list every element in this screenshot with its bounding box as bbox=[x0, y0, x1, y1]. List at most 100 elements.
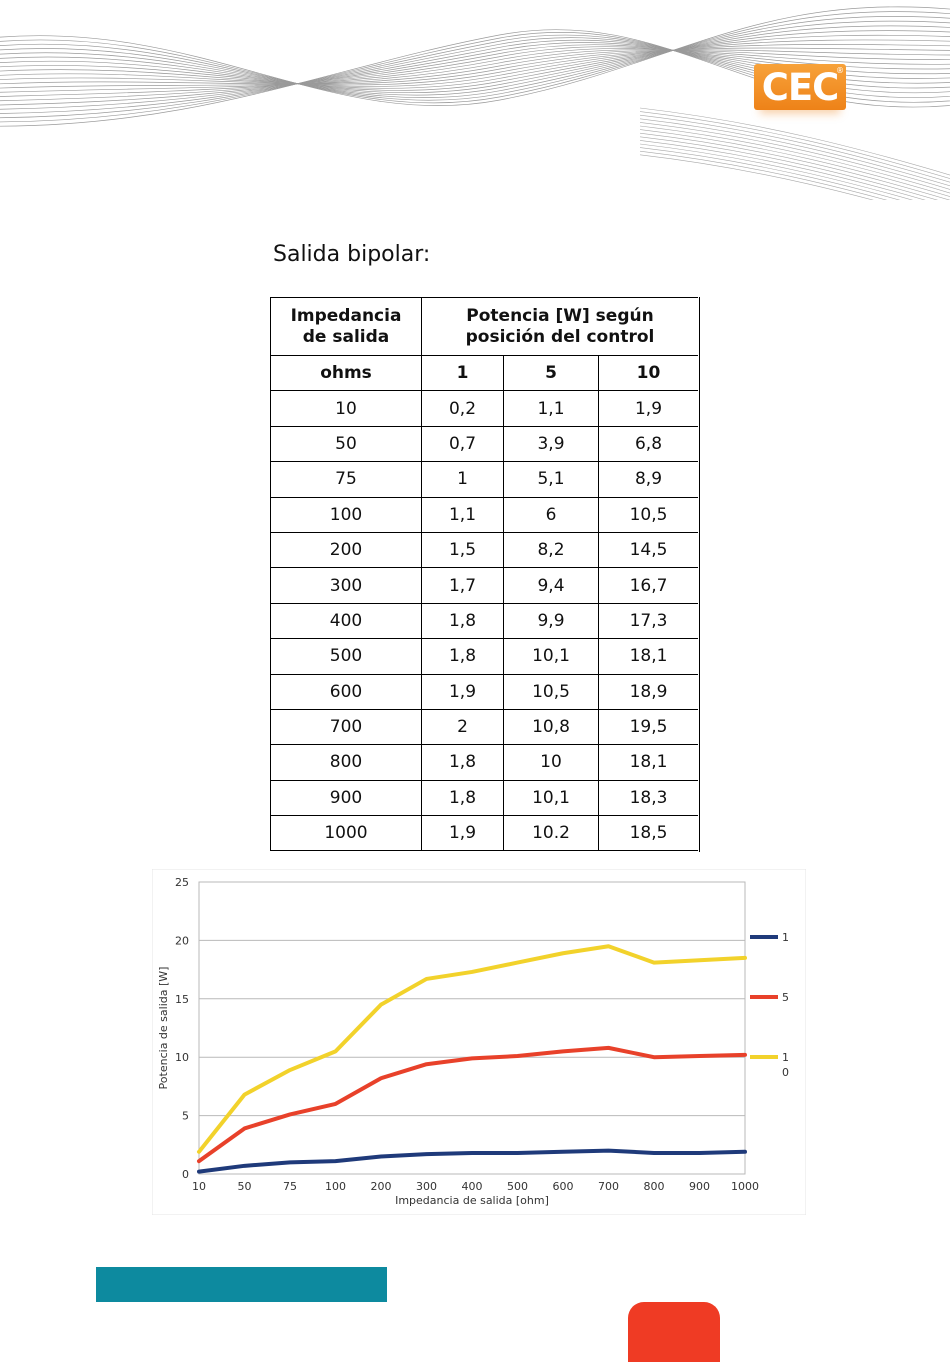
table-row: 75 1 5,1 8,9 bbox=[270, 461, 698, 498]
table-cell: 8,2 bbox=[503, 531, 599, 569]
y-tick-label: 10 bbox=[175, 1051, 189, 1064]
legend-label: 5 bbox=[782, 991, 789, 1004]
wave-line bbox=[639, 107, 950, 176]
table-row: 600 1,9 10,5 18,9 bbox=[270, 673, 698, 710]
table-cell: 9,9 bbox=[503, 602, 599, 640]
wave-line bbox=[639, 125, 950, 194]
table-cell: 9,4 bbox=[503, 567, 599, 604]
wave-line bbox=[639, 132, 950, 200]
table-cell: 900 bbox=[270, 779, 422, 817]
table-cell: 10,5 bbox=[598, 496, 698, 533]
table-row: 800 1,8 10 18,1 bbox=[270, 744, 698, 781]
wave-line bbox=[639, 140, 926, 200]
table-cell: 3,9 bbox=[503, 425, 599, 463]
table-cell: 75 bbox=[270, 461, 422, 498]
power-table: Impedancia de salida Potencia [W] según po… bbox=[270, 297, 698, 852]
subheader-ohms: ohms bbox=[270, 354, 422, 392]
table-cell: 8,9 bbox=[598, 461, 698, 498]
wave-line bbox=[0, 49, 950, 85]
x-tick-label: 10 bbox=[192, 1180, 206, 1193]
table-cell: 500 bbox=[270, 638, 422, 675]
table-cell: 19,5 bbox=[598, 708, 698, 746]
table-cell: 1,8 bbox=[421, 602, 504, 640]
wave-line bbox=[0, 20, 950, 99]
y-tick-label: 0 bbox=[182, 1168, 189, 1181]
table-cell: 5,1 bbox=[503, 461, 599, 498]
logo-text: CEC bbox=[761, 66, 840, 109]
table-subheader-row: ohms 1 5 10 bbox=[270, 354, 698, 392]
y-tick-label: 15 bbox=[175, 993, 189, 1006]
table-row: 400 1,8 9,9 17,3 bbox=[270, 602, 698, 640]
footer-teal-bar bbox=[96, 1267, 387, 1302]
wave-line bbox=[0, 11, 950, 104]
table-cell: 6,8 bbox=[598, 425, 698, 463]
chart-frame bbox=[152, 869, 806, 1215]
y-tick-label: 25 bbox=[175, 876, 189, 889]
subheader-pos-5: 5 bbox=[503, 354, 599, 392]
table-row: 1000 1,9 10.2 18,5 bbox=[270, 815, 698, 852]
table-row: 300 1,7 9,4 16,7 bbox=[270, 567, 698, 604]
table-cell: 10,1 bbox=[503, 779, 599, 817]
table-cell: 1,5 bbox=[421, 531, 504, 569]
legend-label: 1 bbox=[782, 931, 789, 944]
table-cell: 14,5 bbox=[598, 531, 698, 569]
table-cell: 300 bbox=[270, 567, 422, 604]
wave-line bbox=[639, 114, 950, 183]
table-cell: 1,9 bbox=[421, 815, 504, 852]
company-logo: CEC ® bbox=[754, 64, 846, 110]
series-line-2 bbox=[197, 944, 747, 1154]
wave-line bbox=[639, 154, 874, 200]
wave-line bbox=[0, 44, 950, 87]
table-row: 50 0,7 3,9 6,8 bbox=[270, 425, 698, 463]
header-impedance: Impedancia de salida bbox=[270, 297, 422, 356]
table-cell: 1,8 bbox=[421, 638, 504, 675]
x-tick-label: 500 bbox=[507, 1180, 528, 1193]
table-cell: 10,5 bbox=[503, 673, 599, 710]
table-cell: 10.2 bbox=[503, 815, 599, 852]
wave-line bbox=[0, 49, 950, 85]
x-tick-label: 800 bbox=[644, 1180, 665, 1193]
subheader-pos-1: 1 bbox=[421, 354, 504, 392]
wave-line bbox=[639, 111, 950, 179]
table-cell: 600 bbox=[270, 673, 422, 710]
table-cell: 2 bbox=[421, 708, 504, 746]
wave-line bbox=[0, 30, 950, 94]
table-cell: 1,9 bbox=[598, 390, 698, 427]
wave-line bbox=[639, 129, 950, 197]
x-tick-label: 200 bbox=[371, 1180, 392, 1193]
x-tick-label: 75 bbox=[283, 1180, 297, 1193]
x-tick-label: 600 bbox=[553, 1180, 574, 1193]
table-row: 700 2 10,8 19,5 bbox=[270, 708, 698, 746]
x-tick-label: 400 bbox=[462, 1180, 483, 1193]
table-cell: 18,9 bbox=[598, 673, 698, 710]
header-power-text: Potencia [W] según posición del control bbox=[465, 305, 655, 347]
y-tick-label: 5 bbox=[182, 1110, 189, 1123]
table-cell: 10,8 bbox=[503, 708, 599, 746]
wave-line bbox=[0, 16, 950, 101]
wave-line bbox=[639, 118, 950, 187]
wave-line bbox=[639, 150, 888, 200]
series-line-0 bbox=[197, 1148, 747, 1174]
table-cell: 1,1 bbox=[421, 496, 504, 533]
table-cell: 400 bbox=[270, 602, 422, 640]
x-tick-label: 1000 bbox=[731, 1180, 759, 1193]
table-cell: 17,3 bbox=[598, 602, 698, 640]
wave-line bbox=[0, 48, 950, 93]
wave-line bbox=[639, 122, 950, 190]
table-cell: 0,7 bbox=[421, 425, 504, 463]
table-row: 10 0,2 1,1 1,9 bbox=[270, 390, 698, 427]
table-cell: 700 bbox=[270, 708, 422, 746]
table-cell: 10 bbox=[270, 390, 422, 427]
table-body: 10 0,2 1,1 1,9 50 0,7 3,9 6,8 75 1 5,1 8,9 100 1,1 6 10… bbox=[270, 390, 698, 852]
wave-line bbox=[639, 147, 901, 200]
table-header-row: Impedancia de salida Potencia [W] según po… bbox=[270, 297, 698, 356]
table-cell: 6 bbox=[503, 496, 599, 533]
wave-line bbox=[639, 143, 914, 200]
header-impedance-text: Impedancia de salida bbox=[290, 305, 402, 347]
y-axis-label: Potencia de salida [W] bbox=[157, 967, 170, 1090]
wave-line bbox=[0, 47, 950, 86]
table-row: 900 1,8 10,1 18,3 bbox=[270, 779, 698, 817]
header-power: Potencia [W] según posición del control bbox=[421, 297, 698, 356]
plot-area-border bbox=[198, 881, 746, 1175]
section-title: Salida bipolar: bbox=[273, 242, 431, 267]
